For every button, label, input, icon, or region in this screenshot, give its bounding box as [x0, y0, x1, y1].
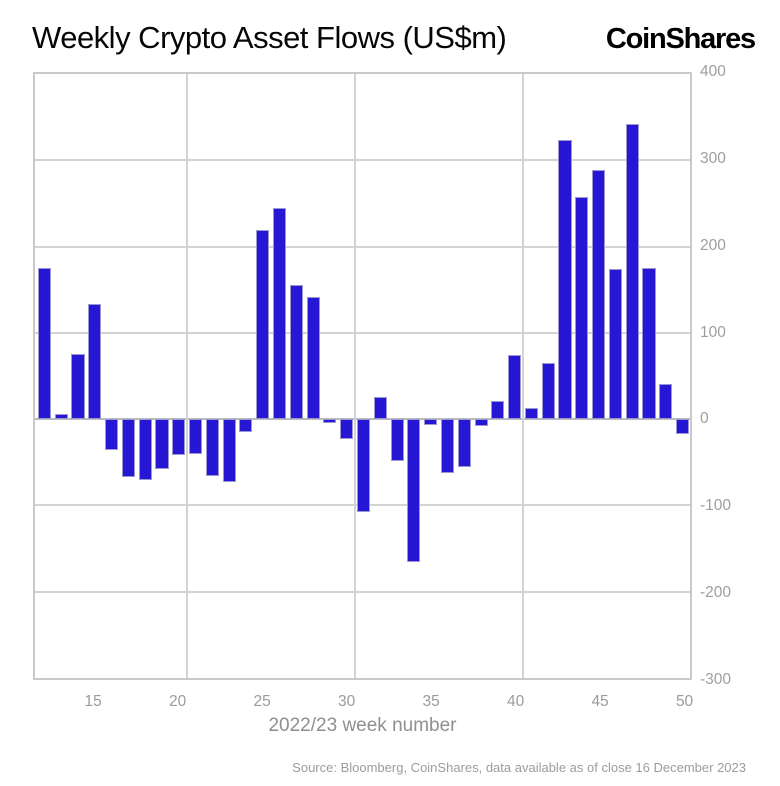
bar-week-50 [676, 419, 690, 434]
y-tick-300: 300 [700, 149, 726, 167]
plot-area [33, 72, 692, 680]
bar-week-20 [172, 419, 186, 456]
bar-week-28 [306, 296, 320, 420]
bar-week-21 [189, 419, 203, 454]
coinshares-logo: CoinShares [605, 23, 756, 55]
bar-week-30 [340, 419, 354, 439]
gridline-x-30.5 [354, 74, 357, 678]
bar-week-46 [608, 269, 622, 420]
gridline-y-300 [35, 159, 690, 162]
y-tick-200: 200 [700, 236, 726, 254]
x-tick-30: 30 [337, 693, 356, 710]
bar-week-42 [541, 363, 555, 420]
source-note: Source: Bloomberg, CoinShares, data avai… [292, 760, 746, 775]
bar-week-45 [592, 169, 606, 420]
bar-week-33 [390, 419, 404, 462]
gridline-x-20.5 [186, 74, 189, 678]
bar-week-47 [625, 124, 639, 420]
x-tick-15: 15 [84, 693, 102, 710]
bar-week-38 [474, 419, 488, 427]
bar-week-23 [222, 419, 236, 483]
bar-week-29 [323, 419, 337, 423]
x-tick-50: 50 [675, 693, 694, 710]
bar-week-15 [88, 303, 102, 420]
bar-week-32 [373, 396, 387, 420]
x-tick-45: 45 [591, 693, 609, 710]
bar-week-19 [155, 419, 169, 470]
bar-week-36 [440, 419, 455, 473]
bar-week-41 [524, 407, 538, 420]
x-tick-35: 35 [422, 693, 440, 710]
bar-week-26 [272, 207, 287, 420]
y-axis-tick-labels: 400 300 200 100 0 -100 -200 -300 [700, 63, 770, 688]
y-tick--300: -300 [700, 671, 732, 688]
bar-week-48 [642, 268, 656, 420]
x-tick-20: 20 [169, 693, 187, 710]
bar-week-39 [491, 401, 505, 420]
bar-week-24 [239, 419, 253, 433]
bar-week-25 [256, 230, 270, 420]
bar-week-16 [105, 419, 119, 451]
bar-week-27 [289, 284, 303, 420]
bar-week-35 [424, 419, 438, 426]
y-tick--200: -200 [700, 584, 732, 602]
x-axis-title: 2022/23 week number [268, 715, 457, 736]
chart-title: Weekly Crypto Asset Flows (US$m) [32, 20, 507, 55]
bar-week-12 [37, 268, 51, 420]
bar-week-34 [407, 419, 421, 562]
gridline-y--200 [35, 590, 690, 593]
y-tick-100: 100 [700, 323, 726, 341]
x-axis-tick-labels: 15 20 25 30 35 40 45 50 [33, 693, 694, 713]
y-tick-0: 0 [700, 410, 709, 428]
bar-week-44 [575, 196, 589, 420]
gridline-y-100 [35, 331, 690, 334]
bar-week-49 [659, 383, 673, 420]
bar-week-17 [121, 419, 135, 477]
gridline-x-40.5 [522, 74, 525, 678]
bar-week-43 [558, 140, 572, 420]
bar-week-37 [457, 419, 471, 468]
bar-week-18 [138, 419, 152, 481]
bar-week-31 [356, 419, 371, 513]
y-tick--100: -100 [700, 497, 732, 515]
bar-week-40 [508, 355, 522, 420]
gridline-y-200 [35, 245, 690, 248]
x-tick-40: 40 [506, 693, 525, 710]
bar-week-22 [205, 419, 219, 477]
x-tick-25: 25 [253, 693, 271, 710]
bar-week-14 [71, 354, 85, 420]
bar-week-13 [54, 413, 68, 420]
y-tick-400: 400 [700, 63, 726, 80]
